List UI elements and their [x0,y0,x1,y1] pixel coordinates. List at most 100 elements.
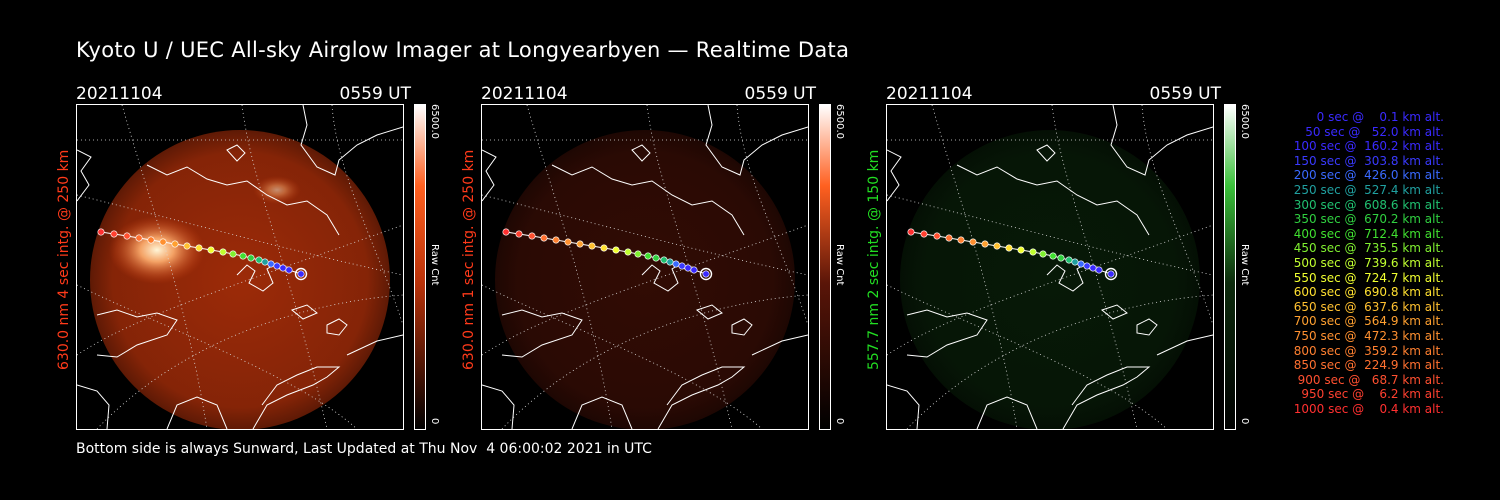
panel-ylabel: 557.7 nm 2 sec intg. @ 150 km [866,149,882,370]
trajectory-point [1065,256,1073,264]
trajectory-point [267,260,275,268]
trajectory-point [945,234,953,242]
graticule [482,105,808,429]
colorbar-unit-label: Raw Cnt [1239,244,1250,286]
legend-row: 500 sec @ 739.6 km alt. [1289,255,1444,270]
legend-row: 250 sec @ 527.4 km alt. [1289,182,1444,197]
legend-row: 50 sec @ 52.0 km alt. [1297,124,1444,139]
airglow-field [90,130,390,429]
aurora-patch [253,176,301,204]
all-sky-image [481,104,809,430]
legend-row: 300 sec @ 608.6 km alt. [1289,197,1444,212]
panel-date: 20211104 [76,84,163,104]
trajectory-point [239,252,247,260]
page-title: Kyoto U / UEC All-sky Airglow Imager at … [76,38,850,62]
imager-panel-1: 20211104 0559 UT [76,84,411,430]
colorbar-max-label: 6500.0 [429,104,440,139]
panel-ylabel: 630.0 nm 1 sec intg. @ 250 km [461,149,477,370]
trajectory-point [957,236,965,244]
trajectory-point [279,264,287,272]
trajectory-point [672,260,680,268]
trajectory-point [1095,266,1103,274]
colorbar-max-label: 6500.0 [1239,104,1250,139]
trajectory-point [1107,270,1115,278]
trajectory-point [297,270,305,278]
trajectory-point [229,250,237,258]
airglow-field [900,130,1200,429]
graticule [887,105,1213,429]
legend-row: 150 sec @ 303.8 km alt. [1289,153,1444,168]
trajectory-point [273,262,281,270]
trajectory-point [135,234,143,242]
trajectory-point [1089,264,1097,272]
trajectory-point [123,232,131,240]
trajectory-point [1049,252,1057,260]
trajectory-point [634,250,642,258]
graticule [77,105,403,429]
trajectory-point [261,258,269,266]
trajectory-point [907,228,915,236]
trajectory-point [678,262,686,270]
legend-row: 350 sec @ 670.2 km alt. [1289,212,1444,227]
all-sky-image [76,104,404,430]
all-sky-image [886,104,1214,430]
colorbar-unit-label: Raw Cnt [429,244,440,286]
trajectory-legend: 0 sec @ 0.1 km alt. 50 sec @ 52.0 km alt… [1262,110,1444,416]
trajectory-point [1083,262,1091,270]
legend-row: 0 sec @ 0.1 km alt. [1305,110,1444,124]
trajectory-point [159,238,167,246]
trajectory-point [660,256,668,264]
trajectory-point [552,236,560,244]
airglow-field [495,130,795,429]
colorbar [1224,104,1236,430]
trajectory-point [183,242,191,250]
trajectory-point [110,230,118,238]
legend-row: 750 sec @ 472.3 km alt. [1289,328,1444,343]
trajectory-point [1039,250,1047,258]
trajectory-point [981,240,989,248]
trajectory-point [969,238,977,246]
trajectory-point [195,244,203,252]
trajectory-point [528,232,536,240]
legend-row: 200 sec @ 426.0 km alt. [1289,168,1444,183]
panel-date: 20211104 [481,84,568,104]
legend-row: 950 sec @ 6.2 km alt. [1297,387,1444,402]
imager-panel-2: 20211104 0559 UT [481,84,817,430]
panel-date: 20211104 [886,84,973,104]
trajectory-point [219,248,227,256]
trajectory-point [600,244,608,252]
trajectory-point [207,246,215,254]
trajectory-point [933,232,941,240]
trajectory-endpoint [1104,267,1118,281]
trajectory-point [1029,248,1037,256]
legend-row: 100 sec @ 160.2 km alt. [1289,139,1444,154]
legend-row: 450 sec @ 735.5 km alt. [1289,241,1444,256]
trajectory-point [1071,258,1079,266]
trajectory-endpoint [699,267,713,281]
aurora-hotspot [109,216,205,284]
trajectory-point [171,240,179,248]
legend-row: 550 sec @ 724.7 km alt. [1289,270,1444,285]
trajectory-point [920,230,928,238]
legend-row: 700 sec @ 564.9 km alt. [1289,314,1444,329]
trajectory-point [97,228,105,236]
legend-row: 800 sec @ 359.2 km alt. [1289,343,1444,358]
trajectory-point [564,238,572,246]
trajectory-point [576,240,584,248]
trajectory-point [644,252,652,260]
trajectory-point [684,264,692,272]
coastlines [482,105,808,429]
colorbar-min-label: 0 [429,418,440,425]
colorbar-max-label: 6500.0 [834,104,845,139]
panel-time: 0559 UT [1149,84,1222,104]
trajectory-point [540,234,548,242]
trajectory-point [993,242,1001,250]
trajectory-point [247,254,255,262]
trajectory-point [666,258,674,266]
trajectory-point [147,236,155,244]
panel-time: 0559 UT [744,84,817,104]
coastlines [887,105,1213,429]
panel-ylabel: 630.0 nm 4 sec intg. @ 250 km [56,149,72,370]
trajectory-point [588,242,596,250]
trajectory-point [1017,246,1025,254]
